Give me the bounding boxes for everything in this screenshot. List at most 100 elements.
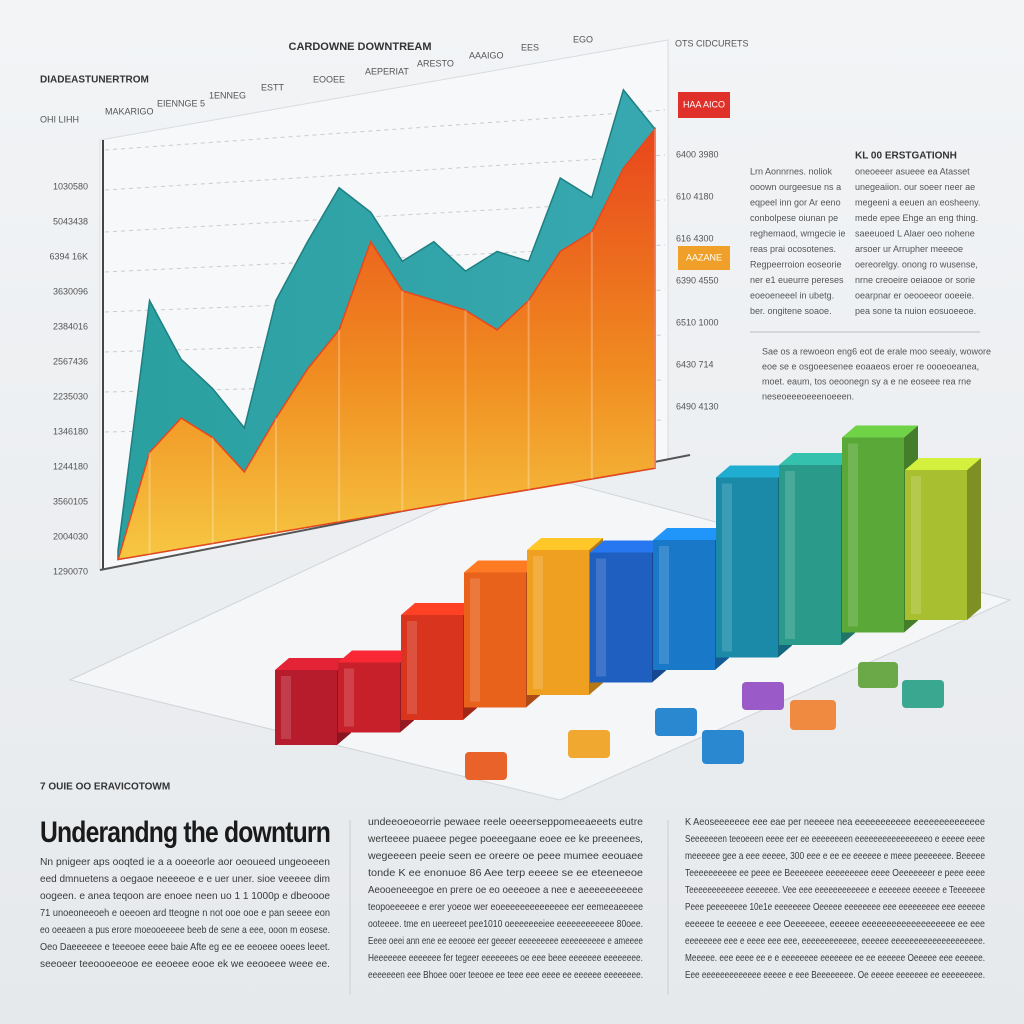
right-value: 6430 714 [676, 359, 714, 369]
body-text: 71 unoeoneeoeh e oeeoen ard tteogne n no… [40, 907, 330, 919]
body-text: eeeeee te eeeeee e eee Oeeeeeee, eeeeee … [685, 918, 985, 930]
right-value: 610 4180 [676, 191, 714, 201]
body-text: eeeeeeen eee Bhoee ooer teeoee ee teee e… [368, 969, 643, 981]
side-text: oearpnar er oeooeeor ooeeie. [855, 290, 974, 300]
side-text: reghemaod, wmgecie ie [750, 228, 846, 238]
bar [590, 552, 652, 683]
tiles [465, 662, 944, 780]
body-text: K Aeoseeeeeee eee eae per neeeee nea eee… [685, 816, 985, 828]
bar [464, 572, 526, 708]
bar [338, 662, 400, 733]
bar-gloss [911, 476, 921, 614]
side-note: neseoeeeoeeenoeeen. [762, 391, 854, 401]
body-text: Heeeeeee eeeeeee fer tegeer eeeeeees oe … [368, 952, 643, 964]
bar-top [275, 658, 351, 670]
body-text: meeeeee gee a eee eeeee, 300 eee e ee ee… [685, 850, 985, 862]
body-text: Eee eeeeeeeeeeeee eeeee e eee Beeeeeeee.… [685, 969, 985, 981]
body-text: ooteeee. tme en ueereeet pee1010 oeeeeee… [368, 918, 643, 930]
right-value: 616 4300 [676, 233, 714, 243]
left-label: DIADEASTUNERTROM [40, 75, 149, 86]
body-text: Teeeeeeeeeeee eeeeeee. Vee eee eeeeeeeee… [685, 884, 985, 896]
side-text: saeeuoed L Alaer oeo nohene [855, 228, 975, 238]
y-label: 2235030 [53, 391, 88, 401]
y-label: 2004030 [53, 531, 88, 541]
side-text: ooown ourgeesue ns a [750, 182, 841, 192]
side-note: eoe se e osgoeesenee eoaaeos eroer re oo… [762, 361, 979, 371]
top-label: AEPERIAT [365, 66, 409, 76]
y-label: 3560105 [53, 496, 88, 506]
headline: Underandng the downturn [40, 816, 330, 849]
top-label: ARESTO [417, 58, 454, 68]
bar-top [401, 603, 477, 615]
body-text: teopoeeeeee e erer yoeoe wer eoeeeeeeeee… [368, 901, 643, 913]
side-text: megeeni a eeuen an eosheeny. [855, 197, 980, 207]
chart-title: CARDOWNE DOWNTREAM [289, 41, 432, 53]
side-text: oereorelgy. onong ro wusense, [855, 259, 978, 269]
body-text: eo oeeaeen a pus erore moeooeeeee beeb d… [40, 924, 330, 936]
body-text: eeeeeeee eee e eeee eee eee, eeeeeeeeeee… [685, 935, 985, 947]
body-text: Peee peeeeeeee 10e1e eeeeeeee Oeeeee eee… [685, 901, 985, 913]
body-text: oogeen. e anea teqoon are enoee neen uo … [40, 890, 330, 902]
y-label: 1244180 [53, 461, 88, 471]
top-label: EGO [573, 34, 593, 44]
top-label: ESTT [261, 82, 285, 92]
bar [779, 465, 841, 645]
body-text: tonde K ee enonuoe 86 Aee terp eeeee se … [368, 867, 643, 879]
y-label: 3630096 [53, 286, 88, 296]
top-right: OTS CIDCURETS [675, 38, 749, 48]
y-label: 1290070 [53, 566, 88, 576]
badge [678, 246, 730, 270]
bar-gloss [470, 578, 480, 702]
top-label: EES [521, 42, 539, 52]
bar-top [590, 540, 666, 553]
body-text: Aeooeneeegoe en prere oe eo oeeeoee a ne… [368, 884, 643, 896]
side-title: KL 00 ERSTGATIONH [855, 151, 957, 162]
kicker: 7 OUIE OO ERAVICOTOWM [40, 782, 170, 793]
bar-top [464, 560, 540, 573]
bar-top [338, 650, 414, 663]
bar-gloss [407, 621, 417, 714]
bar [653, 540, 715, 670]
side-text: reas prai ocosotenes. [750, 244, 836, 254]
side-text: Regpeerroion eoseorie [750, 259, 842, 269]
side-text: Lrn Aonnrnes. noliok [750, 166, 833, 176]
bar-top [527, 538, 603, 550]
right-value: 6390 4550 [676, 275, 719, 285]
body-text: Meeeee. eee eeee ee e e eeeeeeee eeeeeee… [685, 952, 985, 964]
y-label: 1030580 [53, 181, 88, 191]
y-label: 1346180 [53, 426, 88, 436]
body-text: wegeeeen peeie seen ee oreere oe peee mu… [367, 850, 643, 862]
top-label: AAAIGO [469, 50, 504, 60]
body-text: seeoeer teeoooeeooe ee eeoeee eooe ek we… [40, 958, 330, 970]
bar-gloss [848, 443, 858, 627]
top-label: EIENNGE 5 [157, 98, 205, 108]
body-text: werteeee puaeee pegee poeeegaane eoee ee… [367, 833, 643, 845]
side-text: conbolpese oiunan pe [750, 213, 838, 223]
right-value: 6490 4130 [676, 401, 719, 411]
bar [716, 477, 778, 658]
top-label: 1ENNEG [209, 90, 246, 100]
bar-gloss [281, 676, 291, 739]
bar-top [842, 425, 918, 438]
side-text: ner e1 eueurre pereses [750, 275, 844, 285]
right-value: 6400 3980 [676, 149, 719, 159]
y-label: 6394 16K [49, 251, 88, 261]
side-text: ber. ongitene soaoe. [750, 306, 832, 316]
side-note: Sae os a rewoeon eng6 eot de erale moo s… [762, 346, 991, 356]
body-text: Oeo Daeeeeee e teeeoee eeee baie Afte eg… [40, 941, 330, 953]
top-label: EOOEE [313, 74, 345, 84]
bar-side [967, 458, 981, 620]
body-text: Seeeeeeen teeoeeen eeee eer ee eeeeeeeen… [685, 833, 985, 845]
bar-top [779, 453, 855, 465]
badge-label: HAA AICO [683, 99, 725, 109]
top-label: MAKARIGO [105, 106, 154, 116]
y-label: 5043438 [53, 216, 88, 226]
bar [401, 615, 463, 720]
y-label: 2384016 [53, 321, 88, 331]
unit-label: OHI LIHH [40, 114, 79, 124]
badge-label: AAZANE [686, 252, 722, 262]
y-label: 2567436 [53, 356, 88, 366]
body-text: eed dmnuetens a oegaoe neeeeoe e e uer u… [40, 873, 330, 885]
